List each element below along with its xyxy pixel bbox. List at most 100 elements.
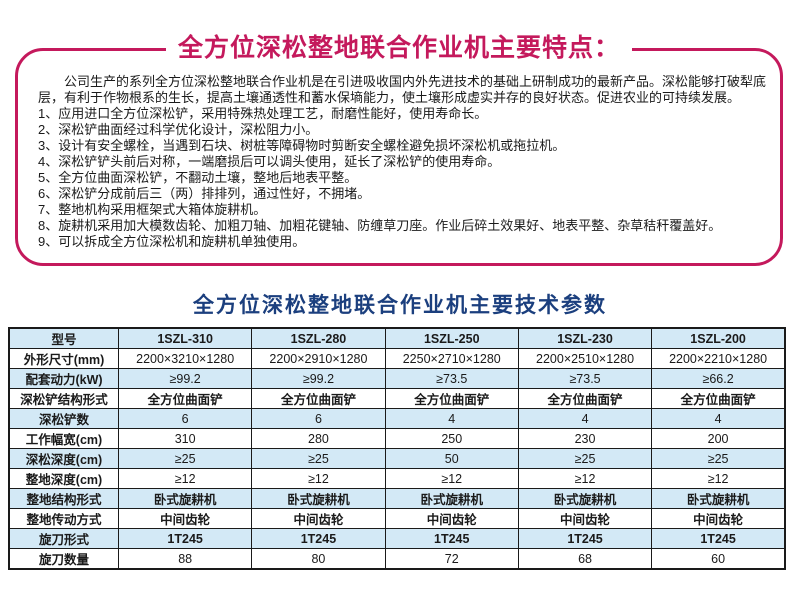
row-label: 旋刀数量 <box>8 548 119 570</box>
feature-list: 1、应用进口全方位深松铲，采用特殊热处理工艺，耐磨性能好，使用寿命长。 2、深松铲… <box>38 106 766 250</box>
spec-cell: 2200×2910×1280 <box>251 348 386 369</box>
row-label: 型号 <box>8 327 119 349</box>
specs-title: 全方位深松整地联合作业机主要技术参数 <box>193 293 607 317</box>
spec-cell: 2200×2510×1280 <box>517 348 653 369</box>
spec-cell: 全方位曲面铲 <box>517 388 653 409</box>
feature-title: 全方位深松整地联合作业机主要特点： <box>165 34 633 64</box>
spec-cell: 6 <box>117 408 253 429</box>
feature-item: 2、深松铲曲面经过科学优化设计，深松阻力小。 <box>38 122 319 137</box>
spec-cell: 4 <box>384 408 519 429</box>
spec-cell: 全方位曲面铲 <box>651 388 786 409</box>
feature-item: 8、旋耕机采用加大模数齿轮、加粗刀轴、加粗花键轴、防缠草刀座。作业后碎土效果好、… <box>38 218 722 233</box>
table-row: 深松铲结构形式 全方位曲面铲 全方位曲面铲 全方位曲面铲 全方位曲面铲 全方位曲面铲 <box>8 388 786 409</box>
row-label: 深松铲数 <box>8 408 119 429</box>
row-label: 工作幅宽(cm) <box>8 428 119 449</box>
spec-cell: 全方位曲面铲 <box>117 388 253 409</box>
spec-cell: 1T245 <box>251 528 386 549</box>
spec-cell: 88 <box>117 548 253 570</box>
row-label: 整地结构形式 <box>8 488 119 509</box>
spec-cell: 1T245 <box>117 528 253 549</box>
row-label: 配套动力(kW) <box>8 368 119 389</box>
row-label: 整地传动方式 <box>8 508 119 529</box>
spec-cell: ≥12 <box>251 468 386 489</box>
feature-intro: 公司生产的系列全方位深松整地联合作业机是在引进吸收国内外先进技术的基础上研制成功… <box>38 74 767 105</box>
spec-cell: 中间齿轮 <box>651 508 786 529</box>
table-row: 整地传动方式 中间齿轮 中间齿轮 中间齿轮 中间齿轮 中间齿轮 <box>8 508 786 529</box>
spec-cell: 230 <box>517 428 653 449</box>
table-row: 旋刀形式 1T245 1T245 1T245 1T245 1T245 <box>8 528 786 549</box>
table-row: 工作幅宽(cm) 310 280 250 230 200 <box>8 428 786 449</box>
spec-cell: ≥73.5 <box>517 368 653 389</box>
spec-cell: 72 <box>384 548 519 570</box>
table-row: 配套动力(kW) ≥99.2 ≥99.2 ≥73.5 ≥73.5 ≥66.2 <box>8 368 786 389</box>
spec-cell: ≥12 <box>117 468 253 489</box>
spec-cell: 1SZL-250 <box>384 327 519 349</box>
spec-cell: 6 <box>251 408 386 429</box>
row-label: 外形尺寸(mm) <box>8 348 119 369</box>
spec-cell: 68 <box>517 548 653 570</box>
spec-cell: 中间齿轮 <box>517 508 653 529</box>
spec-cell: 1SZL-200 <box>651 327 786 349</box>
spec-cell: 1SZL-230 <box>517 327 653 349</box>
specs-table-body: 型号 1SZL-310 1SZL-280 1SZL-250 1SZL-230 1SZL-2… <box>8 327 786 570</box>
spec-cell: 310 <box>117 428 253 449</box>
row-label: 旋刀形式 <box>8 528 119 549</box>
spec-cell: 全方位曲面铲 <box>251 388 386 409</box>
spec-cell: 80 <box>251 548 386 570</box>
spec-cell: 卧式旋耕机 <box>117 488 253 509</box>
spec-cell: 4 <box>651 408 786 429</box>
table-row: 整地深度(cm) ≥12 ≥12 ≥12 ≥12 ≥12 <box>8 468 786 489</box>
spec-cell: ≥12 <box>384 468 519 489</box>
feature-item: 3、设计有安全螺栓，当遇到石块、树桩等障碍物时剪断安全螺栓避免损坏深松机或拖拉机… <box>38 138 566 153</box>
table-row: 整地结构形式 卧式旋耕机 卧式旋耕机 卧式旋耕机 卧式旋耕机 卧式旋耕机 <box>8 488 786 509</box>
spec-cell: 1T245 <box>384 528 519 549</box>
spec-cell: 1T245 <box>517 528 653 549</box>
feature-item: 6、深松铲分成前后三（两）排排列，通过性好，不拥堵。 <box>38 186 371 201</box>
feature-box: 全方位深松整地联合作业机主要特点： 公司生产的系列全方位深松整地联合作业机是在引… <box>15 34 783 266</box>
spec-cell: 2200×3210×1280 <box>117 348 253 369</box>
table-row: 型号 1SZL-310 1SZL-280 1SZL-250 1SZL-230 1SZL-2… <box>8 327 786 349</box>
table-row: 外形尺寸(mm) 2200×3210×1280 2200×2910×1280 2250… <box>8 348 786 369</box>
spec-cell: 60 <box>651 548 786 570</box>
spec-cell: 2250×2710×1280 <box>384 348 519 369</box>
spec-cell: 1SZL-310 <box>117 327 253 349</box>
specs-table: 型号 1SZL-310 1SZL-280 1SZL-250 1SZL-230 1SZL-2… <box>8 327 786 570</box>
spec-cell: ≥66.2 <box>651 368 786 389</box>
spec-cell: 2200×2210×1280 <box>651 348 786 369</box>
spec-cell: ≥25 <box>117 448 253 469</box>
feature-content: 公司生产的系列全方位深松整地联合作业机是在引进吸收国内外先进技术的基础上研制成功… <box>18 51 780 250</box>
spec-cell: ≥99.2 <box>117 368 253 389</box>
row-label: 深松铲结构形式 <box>8 388 119 409</box>
spec-cell: 卧式旋耕机 <box>384 488 519 509</box>
spec-cell: 200 <box>651 428 786 449</box>
spec-cell: 1T245 <box>651 528 786 549</box>
spec-cell: 50 <box>384 448 519 469</box>
feature-item: 9、可以拆成全方位深松机和旋耕机单独使用。 <box>38 234 306 249</box>
table-row: 旋刀数量 88 80 72 68 60 <box>8 548 786 570</box>
spec-cell: 卧式旋耕机 <box>517 488 653 509</box>
feature-item: 5、全方位曲面深松铲，不翻动土壤，整地后地表平整。 <box>38 170 358 185</box>
row-label: 深松深度(cm) <box>8 448 119 469</box>
spec-cell: ≥25 <box>651 448 786 469</box>
spec-cell: 中间齿轮 <box>117 508 253 529</box>
feature-item: 1、应用进口全方位深松铲，采用特殊热处理工艺，耐磨性能好，使用寿命长。 <box>38 106 488 121</box>
feature-item: 7、整地机构采用框架式大箱体旋耕机。 <box>38 202 267 217</box>
spec-cell: 250 <box>384 428 519 449</box>
spec-cell: ≥25 <box>517 448 653 469</box>
spec-cell: 中间齿轮 <box>384 508 519 529</box>
spec-cell: ≥12 <box>651 468 786 489</box>
spec-cell: 中间齿轮 <box>251 508 386 529</box>
spec-cell: 4 <box>517 408 653 429</box>
spec-cell: 全方位曲面铲 <box>384 388 519 409</box>
table-row: 深松铲数 6 6 4 4 4 <box>8 408 786 429</box>
row-label: 整地深度(cm) <box>8 468 119 489</box>
feature-item: 4、深松铲铲头前后对称，一端磨损后可以调头使用，延长了深松铲的使用寿命。 <box>38 154 501 169</box>
spec-cell: ≥73.5 <box>384 368 519 389</box>
spec-cell: ≥99.2 <box>251 368 386 389</box>
table-row: 深松深度(cm) ≥25 ≥25 50 ≥25 ≥25 <box>8 448 786 469</box>
spec-cell: ≥12 <box>517 468 653 489</box>
spec-cell: 1SZL-280 <box>251 327 386 349</box>
spec-cell: 卧式旋耕机 <box>251 488 386 509</box>
spec-cell: 280 <box>251 428 386 449</box>
spec-cell: 卧式旋耕机 <box>651 488 786 509</box>
